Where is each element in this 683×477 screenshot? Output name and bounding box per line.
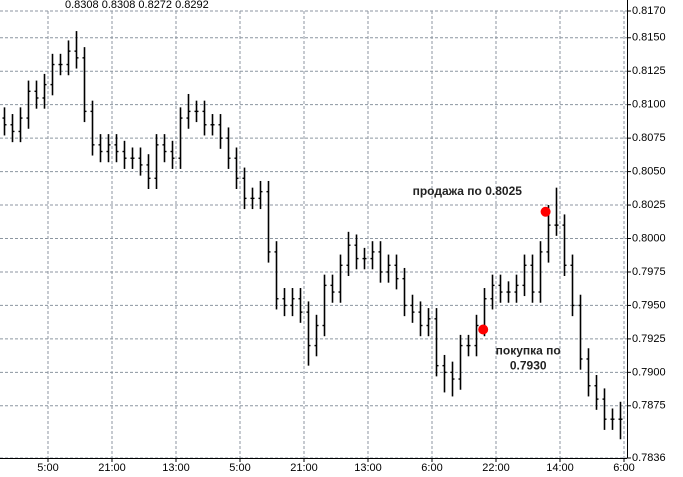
x-tick-label: 5:00 — [229, 462, 250, 474]
x-tick-label: 6:00 — [613, 462, 634, 474]
y-tick-label: 0.8150 — [632, 32, 666, 44]
annotation: 0.7930 — [510, 359, 547, 373]
trade-marker — [478, 324, 489, 335]
x-tick-label: 22:00 — [482, 462, 510, 474]
y-tick-label: 0.7875 — [632, 400, 666, 412]
x-tick-label: 21:00 — [98, 462, 126, 474]
trade-marker — [540, 206, 551, 217]
y-tick-label: 0.7900 — [632, 366, 666, 378]
y-tick-label: 0.7925 — [632, 333, 666, 345]
y-tick-label: 0.8125 — [632, 65, 666, 77]
y-tick-label: 0.8050 — [632, 166, 666, 178]
y-tick-label: 0.7950 — [632, 299, 666, 311]
annotation: покупка по — [496, 344, 561, 358]
x-tick-label: 13:00 — [354, 462, 382, 474]
x-tick-label: 5:00 — [37, 462, 58, 474]
y-tick-label: 0.8075 — [632, 132, 666, 144]
y-tick-label: 0.8000 — [632, 232, 666, 244]
y-tick-label: 0.7836 — [632, 452, 666, 464]
y-tick-label: 0.8170 — [632, 5, 666, 17]
x-tick-label: 6:00 — [421, 462, 442, 474]
y-tick-label: 0.8025 — [632, 199, 666, 211]
y-tick-label: 0.8100 — [632, 99, 666, 111]
x-tick-label: 14:00 — [546, 462, 574, 474]
x-tick-label: 21:00 — [290, 462, 318, 474]
annotation: продажа по 0.8025 — [413, 184, 523, 198]
x-tick-label: 13:00 — [162, 462, 190, 474]
y-tick-label: 0.7975 — [632, 266, 666, 278]
ohlc-header: 0.8308 0.8308 0.8272 0.8292 — [65, 0, 209, 11]
